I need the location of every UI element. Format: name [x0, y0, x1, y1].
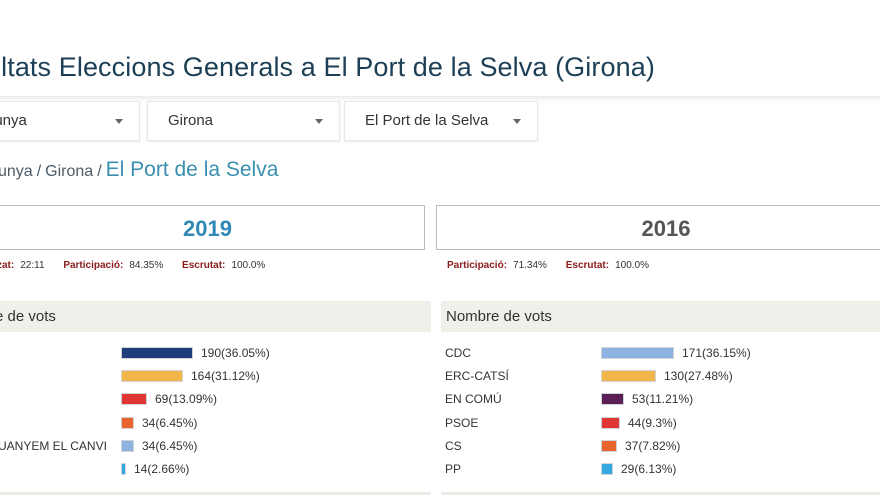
municipality-select[interactable]: El Port de la Selva [344, 101, 538, 141]
vote-bar [601, 417, 620, 429]
vote-value: 37(7.82%) [625, 439, 681, 453]
panel-footer [441, 492, 880, 495]
caret-down-icon [115, 119, 123, 124]
vote-bar [121, 393, 147, 405]
vote-value: 29(6.13%) [621, 462, 677, 476]
region-select[interactable]: lunya [0, 101, 140, 141]
vote-bar [601, 393, 624, 405]
vote-value: 171(36.15%) [682, 346, 751, 360]
vote-value: 53(11.21%) [632, 392, 694, 406]
vote-value: 34(6.45%) [142, 439, 198, 453]
vote-value: 69(13.09%) [155, 392, 218, 406]
vote-bar [121, 347, 193, 359]
breadcrumb: unya / Girona / El Port de la Selva [0, 158, 278, 182]
stat-value: 22:11 [20, 260, 45, 271]
vote-bar [121, 440, 134, 452]
party-name: EN COMÚ [445, 392, 502, 406]
stat-value: 100.0% [231, 260, 266, 271]
breadcrumb-current: El Port de la Selva [105, 158, 279, 181]
stats-2016: Participació: 71.34% Escrutat: 100.0% [447, 260, 665, 271]
vote-value: 34(6.45%) [142, 416, 198, 430]
votes-header-2019: re de vots [0, 301, 431, 332]
vote-value: 164(31.12%) [191, 369, 260, 383]
stat-value: 84.35% [129, 260, 164, 271]
vote-bar [601, 347, 674, 359]
vote-bar [601, 440, 617, 452]
stat-label: Participació: [63, 260, 124, 271]
caret-down-icon [315, 119, 323, 124]
stats-2019: zat: 22:11 Participació: 84.35% Escrutat: 1… [0, 260, 281, 271]
province-select[interactable]: Girona [147, 101, 340, 141]
vote-bar [601, 370, 656, 382]
stat-label: Participació: [447, 260, 508, 271]
party-name: ERC-CATSÍ [445, 369, 509, 383]
vote-bar [601, 463, 613, 475]
caret-down-icon [513, 119, 521, 124]
year-tab-2019[interactable]: 2019 [0, 205, 425, 250]
vote-bar [121, 370, 183, 382]
party-name: CS [445, 439, 462, 453]
party-name: PSOE [445, 416, 479, 430]
page-title: ultats Eleccions Generals a El Port de l… [0, 52, 655, 82]
breadcrumb-separator: / [97, 163, 102, 180]
votes-header-2016: Nombre de vots [441, 301, 880, 332]
municipality-select-value: El Port de la Selva [365, 112, 489, 129]
breadcrumb-region[interactable]: unya [0, 163, 33, 180]
vote-value: 14(2.66%) [134, 462, 190, 476]
vote-value: 44(9.3%) [628, 416, 677, 430]
breadcrumb-separator: / [36, 163, 42, 180]
party-name: CDC [445, 346, 471, 360]
party-name: UANYEM EL CANVI [0, 439, 107, 453]
header-divider [0, 96, 880, 102]
vote-bar [121, 417, 134, 429]
year-tab-2016[interactable]: 2016 [436, 205, 880, 250]
stat-value: 100.0% [615, 260, 650, 271]
party-name: PP [445, 462, 462, 476]
vote-bar [121, 463, 126, 475]
breadcrumb-province[interactable]: Girona [45, 163, 94, 180]
stat-value: 71.34% [513, 260, 547, 271]
panel-footer [0, 492, 431, 495]
province-select-value: Girona [168, 112, 214, 129]
vote-value: 190(36.05%) [201, 346, 270, 360]
stat-label: Escrutat: [565, 260, 610, 271]
stat-label: Escrutat: [182, 260, 226, 271]
vote-value: 130(27.48%) [664, 369, 733, 383]
stat-label: zat: [0, 260, 15, 271]
region-select-value: lunya [0, 112, 27, 129]
